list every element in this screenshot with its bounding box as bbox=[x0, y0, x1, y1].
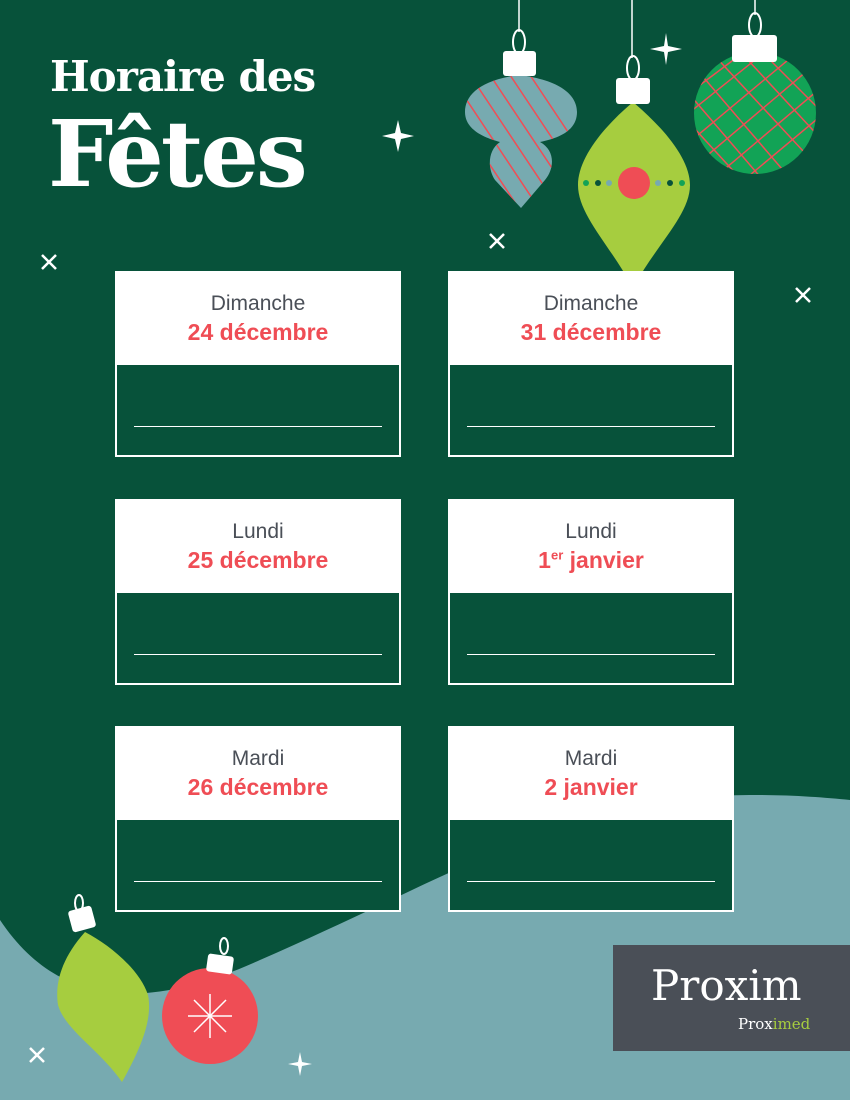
ornament-lime-drop bbox=[578, 55, 690, 288]
title-line-1: Horaire des bbox=[50, 52, 316, 101]
ornament-red-ball bbox=[162, 937, 258, 1064]
date-label: 1er janvier bbox=[450, 547, 732, 574]
page-title: Fêtes bbox=[48, 100, 308, 208]
ornament-green-plaid bbox=[694, 12, 816, 174]
hours-line bbox=[134, 654, 382, 655]
schedule-card: Lundi 1er janvier bbox=[448, 499, 734, 685]
date-label: 2 janvier bbox=[544, 774, 638, 800]
logo-sub-b: imed bbox=[772, 1015, 811, 1033]
schedule-card: Lundi 25 décembre bbox=[115, 499, 401, 685]
date-label: 24 décembre bbox=[187, 319, 329, 345]
date-label: 31 décembre bbox=[520, 319, 662, 345]
cross-sparkle-icons bbox=[29, 233, 811, 1063]
hours-line bbox=[467, 426, 715, 427]
date-label: 25 décembre bbox=[187, 547, 329, 573]
logo-sub-a: Prox bbox=[738, 1015, 773, 1033]
day-label: Mardi bbox=[564, 747, 618, 770]
ornament-lime-bottom bbox=[57, 894, 150, 1082]
schedule-card: Dimanche 24 décembre bbox=[115, 271, 401, 457]
date-label: 26 décembre bbox=[187, 774, 329, 800]
logo-brand: Proxim bbox=[651, 961, 802, 1010]
date-number: 1 bbox=[538, 547, 551, 573]
day-label: Mardi bbox=[231, 747, 285, 770]
schedule-card: Mardi 2 janvier bbox=[448, 726, 734, 912]
day-label: Dimanche bbox=[543, 292, 639, 315]
proxim-logo: Proxim Proximed bbox=[613, 945, 850, 1051]
schedule-card: Dimanche 31 décembre bbox=[448, 271, 734, 457]
day-label: Dimanche bbox=[210, 292, 306, 315]
schedule-card: Mardi 26 décembre bbox=[115, 726, 401, 912]
date-ordinal: er bbox=[550, 547, 564, 563]
day-label: Lundi bbox=[232, 520, 284, 543]
logo-sub-brand: Proximed bbox=[738, 1015, 810, 1033]
sparkle-icons bbox=[288, 33, 682, 1076]
hours-line bbox=[467, 881, 715, 882]
date-month: janvier bbox=[563, 547, 644, 573]
hours-line bbox=[467, 654, 715, 655]
hours-line bbox=[134, 881, 382, 882]
day-label: Lundi bbox=[565, 520, 617, 543]
hours-line bbox=[134, 426, 382, 427]
